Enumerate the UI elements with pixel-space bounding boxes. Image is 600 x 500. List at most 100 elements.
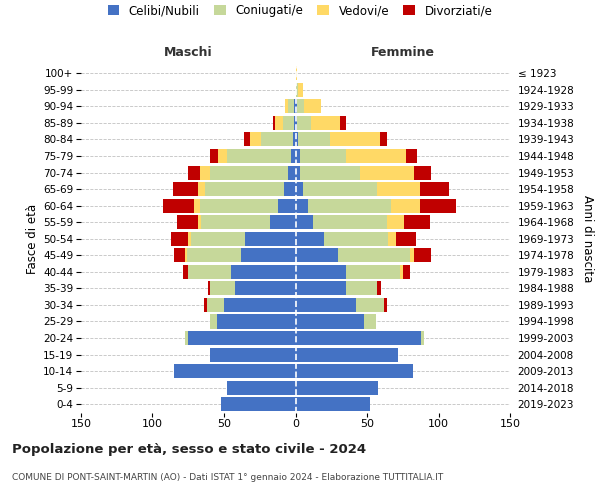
Bar [188, 331, 296, 345]
Bar [188, 166, 200, 179]
Bar [177, 215, 198, 229]
Bar [221, 397, 296, 411]
Bar [414, 166, 431, 179]
Bar [296, 380, 379, 394]
Bar [201, 215, 270, 229]
Bar [286, 100, 289, 114]
Bar [414, 248, 431, 262]
Y-axis label: Anni di nascita: Anni di nascita [581, 195, 594, 282]
Bar [388, 232, 395, 246]
Bar [356, 298, 384, 312]
Bar [406, 149, 417, 163]
Bar [207, 298, 224, 312]
Bar [210, 166, 289, 179]
Bar [296, 364, 413, 378]
Bar [404, 215, 430, 229]
Bar [200, 198, 278, 212]
Bar [420, 182, 449, 196]
Bar [250, 132, 261, 146]
Bar [210, 314, 217, 328]
Bar [296, 116, 297, 130]
Bar [297, 116, 311, 130]
Bar [338, 248, 410, 262]
Bar [245, 232, 296, 246]
Bar [410, 248, 414, 262]
Bar [298, 132, 330, 146]
Bar [296, 348, 398, 362]
Bar [302, 182, 377, 196]
Bar [188, 232, 191, 246]
Bar [270, 215, 296, 229]
Bar [272, 116, 275, 130]
Bar [224, 298, 296, 312]
Bar [296, 331, 421, 345]
Bar [173, 182, 198, 196]
Bar [296, 132, 298, 146]
Bar [208, 282, 210, 296]
Bar [188, 265, 231, 279]
Bar [346, 282, 377, 296]
Bar [218, 149, 227, 163]
Bar [296, 182, 302, 196]
Bar [296, 397, 370, 411]
Bar [261, 132, 293, 146]
Bar [198, 215, 201, 229]
Bar [395, 232, 416, 246]
Bar [204, 298, 207, 312]
Bar [340, 116, 346, 130]
Bar [296, 83, 298, 97]
Text: Maschi: Maschi [164, 46, 212, 59]
Bar [296, 298, 356, 312]
Bar [289, 100, 294, 114]
Bar [311, 116, 340, 130]
Bar [296, 232, 324, 246]
Bar [194, 198, 200, 212]
Bar [420, 198, 455, 212]
Legend: Celibi/Nubili, Coniugati/e, Vedovi/e, Divorziati/e: Celibi/Nubili, Coniugati/e, Vedovi/e, Di… [104, 1, 496, 21]
Bar [360, 166, 414, 179]
Bar [377, 182, 420, 196]
Bar [308, 198, 391, 212]
Bar [187, 248, 241, 262]
Bar [403, 265, 410, 279]
Bar [205, 182, 284, 196]
Bar [275, 116, 283, 130]
Bar [294, 100, 296, 114]
Bar [294, 116, 296, 130]
Bar [210, 282, 235, 296]
Bar [346, 265, 400, 279]
Bar [296, 314, 364, 328]
Bar [296, 248, 338, 262]
Bar [244, 132, 250, 146]
Bar [227, 149, 291, 163]
Bar [324, 232, 388, 246]
Bar [227, 380, 296, 394]
Bar [296, 265, 346, 279]
Bar [182, 265, 188, 279]
Bar [300, 166, 360, 179]
Bar [283, 116, 294, 130]
Y-axis label: Fasce di età: Fasce di età [26, 204, 39, 274]
Bar [377, 282, 382, 296]
Text: Femmine: Femmine [371, 46, 435, 59]
Bar [346, 149, 406, 163]
Bar [289, 166, 296, 179]
Bar [296, 282, 346, 296]
Bar [296, 149, 300, 163]
Bar [421, 331, 424, 345]
Bar [296, 66, 297, 80]
Bar [293, 132, 296, 146]
Bar [191, 232, 245, 246]
Bar [284, 182, 296, 196]
Bar [380, 132, 387, 146]
Bar [296, 198, 308, 212]
Text: Popolazione per età, sesso e stato civile - 2024: Popolazione per età, sesso e stato civil… [12, 442, 366, 456]
Bar [291, 149, 296, 163]
Bar [217, 314, 296, 328]
Bar [298, 83, 302, 97]
Bar [278, 198, 296, 212]
Bar [387, 215, 404, 229]
Bar [171, 232, 188, 246]
Bar [198, 182, 205, 196]
Bar [296, 100, 297, 114]
